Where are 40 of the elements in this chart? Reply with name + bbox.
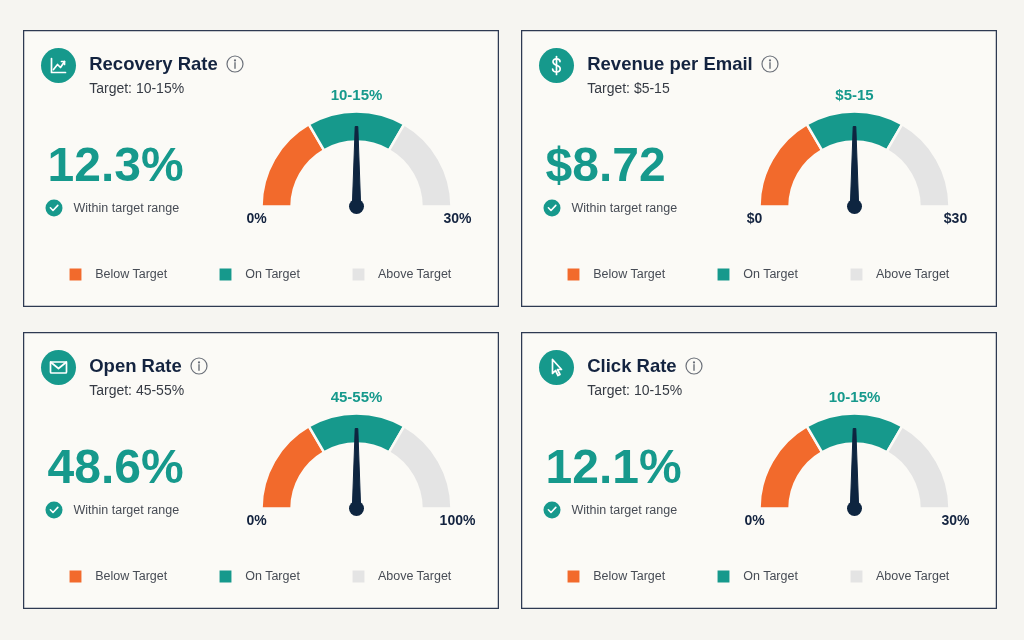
legend-label: Below Target	[593, 266, 666, 283]
legend-label: Above Target	[875, 266, 950, 283]
legend-label: Below Target	[95, 266, 168, 283]
chart-title: Recovery Rate	[89, 53, 218, 75]
legend-label: On Target	[245, 568, 300, 585]
text: Within target range	[571, 503, 678, 518]
text: 0%	[246, 511, 268, 528]
text: $30	[943, 209, 968, 226]
chart-title: Revenue per Email	[587, 53, 753, 75]
chart-title: Open Rate	[89, 355, 182, 377]
text: 30%	[443, 209, 473, 226]
legend-label: On Target	[743, 568, 798, 585]
text: Within target range	[73, 503, 180, 518]
legend-label: Above Target	[875, 568, 950, 585]
legend-label: Above Target	[377, 266, 452, 283]
text: 0%	[246, 209, 268, 226]
text: 48.6%	[47, 440, 184, 493]
chart-subtitle: Target: 10-15%	[89, 79, 185, 96]
text: $0	[746, 209, 763, 226]
text: Within target range	[73, 201, 180, 216]
legend-label: Below Target	[95, 568, 168, 585]
text: 12.3%	[47, 138, 184, 191]
legend-label: Above Target	[377, 568, 452, 585]
text: Within target range	[571, 201, 678, 216]
chart-subtitle: Target: $5-15	[587, 79, 670, 96]
chart-subtitle: Target: 45-55%	[89, 381, 185, 398]
text: 10-15%	[330, 86, 383, 103]
chart-subtitle: Target: 10-15%	[587, 381, 683, 398]
text: 100%	[439, 511, 476, 528]
text: 12.1%	[545, 440, 682, 493]
legend-label: On Target	[245, 266, 300, 283]
text: 30%	[941, 511, 971, 528]
text: $8.72	[545, 138, 666, 191]
chart-title: Click Rate	[587, 355, 677, 377]
legend-label: On Target	[743, 266, 798, 283]
text: 0%	[744, 511, 766, 528]
text: 10-15%	[828, 388, 881, 405]
text: 45-55%	[330, 388, 383, 405]
legend-label: Below Target	[593, 568, 666, 585]
text: $5-15	[835, 86, 874, 103]
